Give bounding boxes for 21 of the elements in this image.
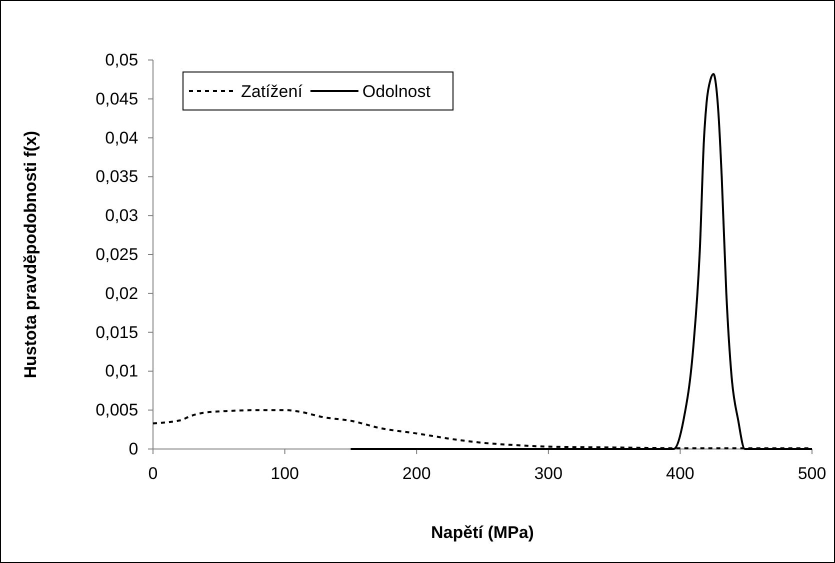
y-tick-label: 0,015 [96,322,138,342]
legend-label: Odolnost [362,82,431,101]
x-tick-label: 400 [666,464,694,484]
y-tick-label: 0,05 [105,50,138,70]
y-tick-label: 0,005 [96,400,138,420]
y-tick-label: 0,035 [96,167,138,186]
x-tick-label: 100 [270,464,299,484]
legend-label: Zatížení [241,82,303,101]
x-tick-label: 300 [534,464,563,484]
y-tick-label: 0,02 [105,284,138,303]
x-tick-label: 0 [148,464,158,484]
y-tick-label: 0,03 [105,206,138,226]
x-axis-title: Napětí (MPa) [431,523,534,542]
y-tick-label: 0,01 [105,362,138,381]
y-axis-title: Hustota pravděpodobnosti f(x) [21,130,40,378]
y-tick-label: 0,025 [96,244,138,264]
y-tick-label: 0,04 [105,128,138,148]
y-tick-label: 0 [128,439,138,458]
x-tick-label: 500 [798,464,826,484]
y-tick-label: 0,045 [96,89,138,108]
x-tick-label: 200 [402,464,431,484]
